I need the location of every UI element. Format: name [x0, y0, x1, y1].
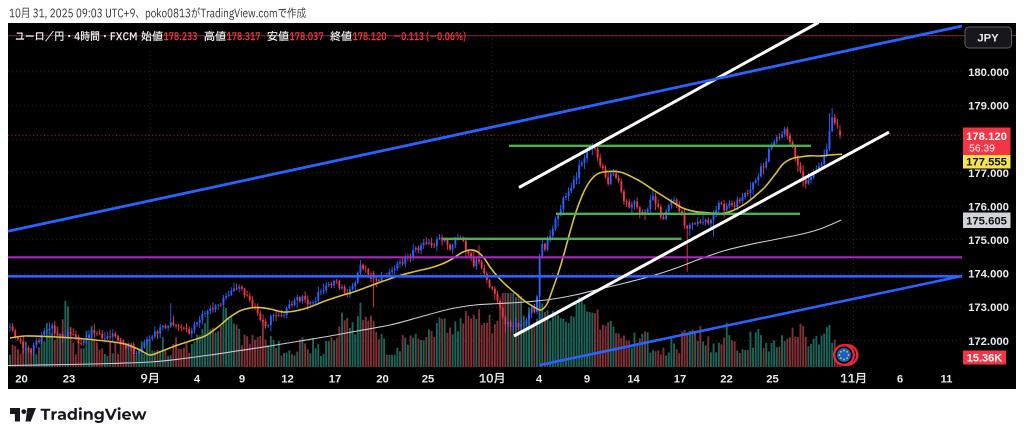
svg-text:25: 25 [766, 374, 779, 386]
svg-text:173.000: 173.000 [968, 302, 1009, 314]
svg-text:22: 22 [720, 374, 733, 386]
svg-text:23: 23 [63, 374, 76, 386]
svg-text:174.000: 174.000 [968, 269, 1009, 281]
svg-text:20: 20 [376, 374, 389, 386]
svg-text:179.000: 179.000 [968, 101, 1009, 113]
svg-text:175.000: 175.000 [968, 235, 1009, 247]
svg-text:177.555: 177.555 [966, 157, 1007, 169]
svg-text:15.36K: 15.36K [967, 352, 1003, 364]
svg-text:4: 4 [194, 374, 201, 386]
svg-text:25: 25 [422, 374, 435, 386]
svg-text:180.000: 180.000 [968, 67, 1009, 79]
svg-text:9: 9 [239, 374, 245, 386]
svg-text:175.605: 175.605 [966, 215, 1007, 227]
svg-text:9: 9 [584, 374, 590, 386]
svg-text:172.000: 172.000 [968, 336, 1009, 348]
svg-text:17: 17 [329, 374, 342, 386]
svg-text:JPY: JPY [977, 33, 999, 45]
svg-text:20: 20 [15, 374, 28, 386]
svg-text:11: 11 [941, 374, 953, 386]
svg-text:4: 4 [536, 374, 543, 386]
svg-text:6: 6 [897, 374, 903, 386]
svg-text:176.000: 176.000 [968, 201, 1009, 213]
svg-text:12: 12 [281, 374, 294, 386]
svg-text:178.120: 178.120 [966, 131, 1007, 143]
svg-text:177.000: 177.000 [968, 168, 1009, 180]
svg-text:56:39: 56:39 [969, 144, 995, 155]
svg-text:17: 17 [674, 374, 687, 386]
svg-text:14: 14 [627, 374, 640, 386]
